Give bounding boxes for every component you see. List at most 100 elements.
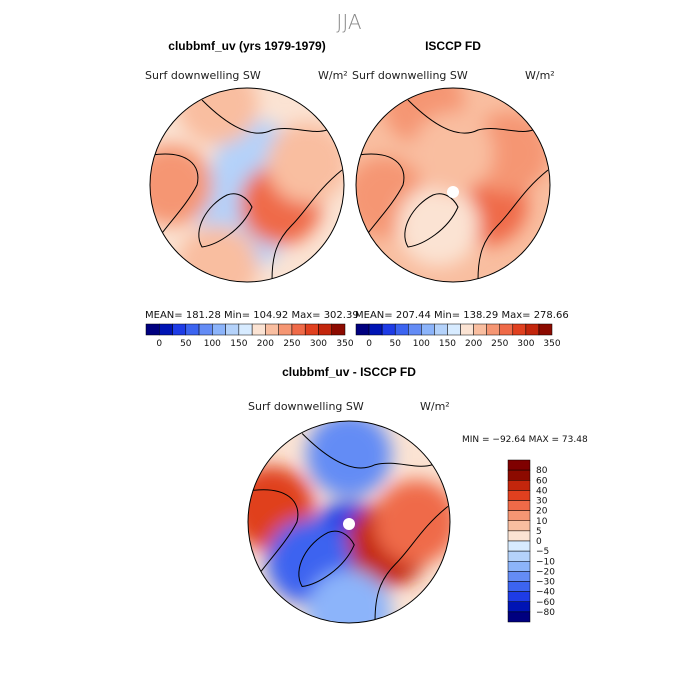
colorbar-tick-label: 30 bbox=[536, 497, 548, 507]
colorbar-swatch-15 bbox=[507, 611, 531, 623]
colorbar-swatch-11 bbox=[499, 323, 514, 336]
colorbar-swatch-13 bbox=[525, 323, 540, 336]
field-regions bbox=[150, 88, 344, 282]
colorbar-tick-label: 0 bbox=[536, 537, 542, 547]
colorbar-swatch-4 bbox=[198, 323, 213, 336]
colorbar-tick-label: 0 bbox=[366, 339, 372, 349]
colorbar-swatch-10 bbox=[278, 323, 293, 336]
coastline-siberia bbox=[201, 99, 328, 134]
panel-diff-title: clubbmf_uv - ISCCP FD bbox=[282, 365, 416, 379]
colorbar-swatch-1 bbox=[159, 323, 173, 336]
colorbar-swatch-13 bbox=[318, 323, 332, 336]
colorbar-tick-label: 200 bbox=[465, 339, 482, 349]
coastline-siberia bbox=[407, 99, 534, 134]
coastline-north-america bbox=[357, 153, 405, 241]
colorbar-tick-label: 20 bbox=[536, 507, 548, 517]
coastline-siberia bbox=[301, 433, 433, 469]
colorbar-tick-label: 250 bbox=[283, 339, 300, 349]
panel-model-title: clubbmf_uv (yrs 1979-1979) bbox=[168, 39, 325, 53]
colorbar-swatch-3 bbox=[507, 490, 531, 501]
colorbar-swatch-0 bbox=[507, 459, 531, 471]
colorbar-swatch-5 bbox=[212, 323, 226, 336]
colorbar-swatch-10 bbox=[507, 561, 531, 572]
colorbar-swatch-12 bbox=[304, 323, 319, 336]
colorbar-tick-label: −60 bbox=[536, 598, 555, 608]
field-region-4 bbox=[397, 184, 479, 267]
panel-obs-pole-gap bbox=[447, 186, 459, 198]
colorbar-swatch-5 bbox=[507, 510, 531, 521]
colorbar-tick-label: 100 bbox=[413, 339, 430, 349]
colorbar-tick-label: 100 bbox=[204, 339, 221, 349]
colorbar-tick-label: 80 bbox=[536, 466, 548, 476]
panel-model-stats: MEAN= 181.28 Min= 104.92 Max= 302.39 bbox=[145, 310, 359, 321]
panel-diff: clubbmf_uv - ISCCP FD Surf downwelling S… bbox=[247, 365, 588, 624]
panel-model: clubbmf_uv (yrs 1979-1979) Surf downwell… bbox=[145, 39, 359, 349]
colorbar-swatch-7 bbox=[447, 323, 461, 336]
colorbar-swatch-9 bbox=[473, 323, 487, 336]
field-region-7 bbox=[176, 225, 259, 282]
coastline-greenland bbox=[298, 530, 355, 588]
coastline-greenland bbox=[404, 193, 459, 248]
colorbar-swatch-6 bbox=[434, 323, 448, 336]
colorbar-tick-label: −80 bbox=[536, 608, 555, 618]
colorbar-tick-label: 10 bbox=[536, 517, 548, 527]
panel-obs-variable: Surf downwelling SW bbox=[352, 69, 468, 82]
colorbar-tick-label: 350 bbox=[336, 339, 353, 349]
colorbar-swatch-6 bbox=[507, 520, 531, 532]
colorbar-swatch-3 bbox=[394, 323, 409, 336]
coastline-greenland bbox=[198, 193, 253, 248]
colorbar-tick-label: 350 bbox=[543, 339, 560, 349]
panel-obs-stats: MEAN= 207.44 Min= 138.29 Max= 278.66 bbox=[355, 310, 569, 321]
colorbar-swatch-4 bbox=[408, 323, 422, 336]
colorbar-swatch-8 bbox=[251, 323, 266, 336]
field-region-4 bbox=[267, 122, 344, 204]
colorbar-swatch-14 bbox=[331, 323, 346, 336]
panel-diff-pole-gap bbox=[343, 518, 355, 530]
colorbar-swatch-2 bbox=[172, 323, 187, 336]
colorbar-tick-label: 150 bbox=[439, 339, 456, 349]
field-region-6 bbox=[306, 569, 392, 623]
field-region-5 bbox=[150, 144, 213, 226]
coastline-north-america bbox=[151, 153, 199, 241]
colorbar-tick-label: 60 bbox=[536, 476, 548, 486]
colorbar-tick-label: −10 bbox=[536, 557, 555, 567]
coastline-north-america bbox=[250, 489, 299, 580]
colorbar-swatch-8 bbox=[460, 323, 474, 336]
colorbar-swatch-12 bbox=[507, 581, 531, 592]
coastline-europe bbox=[477, 169, 549, 281]
colorbar-swatch-2 bbox=[507, 480, 531, 491]
field-region-2 bbox=[373, 479, 450, 565]
colorbar-swatch-10 bbox=[486, 323, 500, 336]
colorbar-swatch-5 bbox=[421, 323, 435, 336]
colorbar-swatch-7 bbox=[238, 323, 253, 336]
colorbar-swatch-8 bbox=[507, 540, 531, 552]
colorbar-swatch-6 bbox=[225, 323, 240, 336]
colorbar-swatch-11 bbox=[291, 323, 306, 336]
colorbar-swatch-9 bbox=[507, 550, 531, 562]
panel-diff-map-border bbox=[247, 420, 451, 624]
coastline-europe bbox=[271, 169, 343, 281]
panel-model-units: W/m² bbox=[318, 69, 348, 82]
page-title: JJA bbox=[336, 10, 361, 34]
field-region-5 bbox=[306, 421, 392, 498]
colorbar-swatch-14 bbox=[538, 323, 553, 336]
panel-diff-units: W/m² bbox=[420, 400, 450, 413]
colorbar-swatch-7 bbox=[507, 530, 531, 542]
panel-diff-map bbox=[248, 421, 450, 623]
colorbar-swatch-0 bbox=[355, 323, 370, 336]
panel-obs-units: W/m² bbox=[525, 69, 555, 82]
panel-obs-colorbar: 0 50 100 150 200 250 300 350 bbox=[355, 323, 561, 349]
colorbar-tick-label: 0 bbox=[156, 339, 162, 349]
panel-obs-title: ISCCP FD bbox=[425, 39, 481, 53]
panel-model-variable: Surf downwelling SW bbox=[145, 69, 261, 82]
colorbar-tick-label: −40 bbox=[536, 588, 555, 598]
colorbar-swatch-9 bbox=[265, 323, 279, 336]
colorbar-swatch-1 bbox=[507, 469, 531, 481]
colorbar-swatch-1 bbox=[368, 323, 383, 336]
colorbar-tick-label: 5 bbox=[536, 527, 542, 537]
coastline-europe bbox=[374, 505, 449, 621]
colorbar-swatch-14 bbox=[507, 601, 531, 613]
